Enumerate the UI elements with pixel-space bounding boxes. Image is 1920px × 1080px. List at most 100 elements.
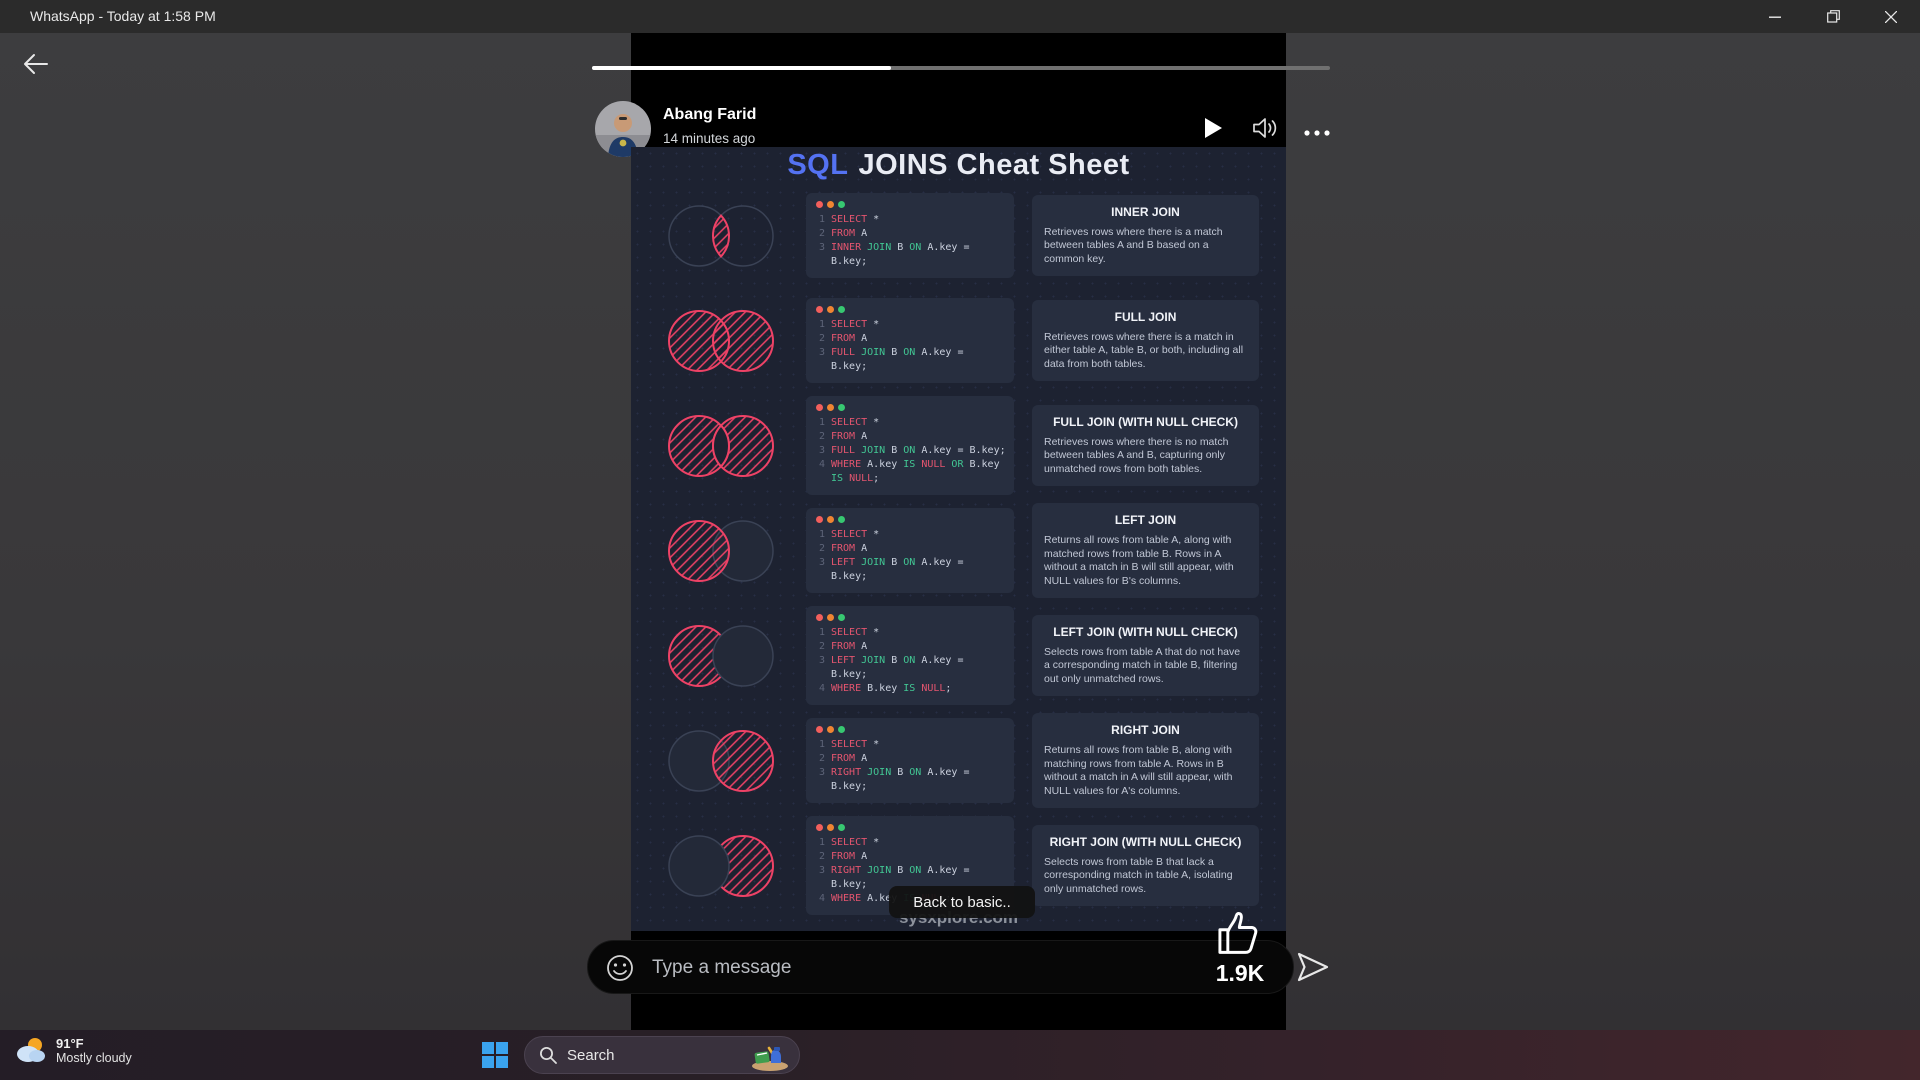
traffic-dots-icon (816, 306, 1004, 313)
join-title: LEFT JOIN (1114, 513, 1177, 527)
volume-button[interactable] (1252, 116, 1280, 145)
venn-diagram-full_null (668, 414, 774, 477)
minimize-button[interactable] (1752, 0, 1798, 33)
status-timestamp: 14 minutes ago (663, 131, 756, 146)
venn-diagram-left (668, 519, 774, 582)
join-description-card: LEFT JOIN (WITH NULL CHECK) Selects rows … (1032, 614, 1259, 697)
venn-diagram-left_null (668, 624, 774, 687)
search-label: Search (567, 1046, 615, 1064)
emoji-icon (607, 955, 633, 981)
cheatsheet-title: SQL JOINS Cheat Sheet (631, 149, 1286, 182)
venn-diagram-right (668, 729, 774, 792)
status-author-name: Abang Farid (663, 106, 757, 123)
join-row: 1 SELECT * 2 FROM A 3 RIGHT JOIN B ON A.key =… (651, 713, 1286, 808)
window-titlebar: WhatsApp - Today at 1:58 PM (0, 0, 1920, 33)
send-button[interactable] (1296, 951, 1330, 988)
code-line: 1 SELECT * (818, 739, 880, 750)
code-line: B.key; (831, 571, 868, 582)
play-button[interactable] (1203, 117, 1223, 144)
join-description: Retrieves rows where there is no match b… (1044, 435, 1229, 475)
sql-code-card: 1 SELECT * 2 FROM A 3 RIGHT JOIN B ON A.key =… (806, 718, 1014, 803)
status-menu-button[interactable] (1303, 124, 1331, 142)
like-button[interactable] (1213, 906, 1263, 963)
code-line: B.key; (831, 361, 868, 372)
code-line: 4 WHERE B.key IS NULL; (818, 683, 952, 694)
code-line: IS NULL; (831, 473, 880, 484)
join-description: Returns all rows from table A, along wit… (1044, 534, 1234, 587)
traffic-dots-icon (816, 201, 1004, 208)
join-row: 1 SELECT * 2 FROM A 3 LEFT JOIN B ON A.key = B… (651, 503, 1286, 598)
code-line: 2 FROM A (818, 431, 868, 442)
join-description-card: RIGHT JOIN Returns all rows from table B,… (1032, 713, 1259, 808)
traffic-dots-icon (816, 516, 1004, 523)
join-row: 1 SELECT * 2 FROM A 3 INNER JOIN B ON A.key =… (651, 191, 1286, 280)
sql-code-card: 1 SELECT * 2 FROM A 3 LEFT JOIN B ON A.key = B… (806, 508, 1014, 593)
code-line: 1 SELECT * (818, 529, 880, 540)
speaker-icon (1253, 118, 1277, 138)
code-line: 1 SELECT * (818, 214, 880, 225)
join-description-card: LEFT JOIN Returns all rows from table A, … (1032, 503, 1259, 598)
search-box[interactable]: Search (524, 1036, 800, 1074)
code-line: 3 FULL JOIN B ON A.key = B.key; (818, 445, 1006, 456)
code-line: B.key; (831, 256, 868, 267)
message-input[interactable] (650, 951, 1104, 985)
close-icon (1885, 10, 1897, 23)
traffic-dots-icon (816, 404, 1004, 411)
code-line: 3 INNER JOIN B ON A.key = (818, 242, 970, 253)
sql-code-card: 1 SELECT * 2 FROM A 3 FULL JOIN B ON A.key = … (806, 396, 1014, 495)
reply-composer[interactable] (587, 940, 1294, 994)
weather-desc: Mostly cloudy (56, 1050, 132, 1065)
status-caption: Back to basic.. (889, 886, 1035, 918)
code-line: 1 SELECT * (818, 837, 880, 848)
code-line: 1 SELECT * (818, 627, 880, 638)
traffic-dots-icon (816, 614, 1004, 621)
join-title: RIGHT JOIN (WITH NULL CHECK) (1049, 834, 1242, 849)
play-icon (1205, 118, 1222, 138)
join-description: Returns all rows from table B, along wit… (1044, 744, 1233, 797)
weather-icon (17, 1038, 45, 1062)
join-title: RIGHT JOIN (1111, 723, 1180, 737)
join-description-card: RIGHT JOIN (WITH NULL CHECK) Selects rows… (1032, 824, 1259, 907)
code-line: 1 SELECT * (818, 319, 880, 330)
join-row: 1 SELECT * 2 FROM A 3 FULL JOIN B ON A.key = B… (651, 296, 1286, 385)
code-line: 2 FROM A (818, 228, 868, 239)
traffic-dots-icon (816, 726, 1004, 733)
weather-widget[interactable]: 91°F Mostly cloudy (14, 1035, 132, 1065)
code-line: B.key; (831, 879, 868, 890)
weather-temp: 91°F (56, 1035, 84, 1051)
cheatsheet-rows: 1 SELECT * 2 FROM A 3 INNER JOIN B ON A.key =… (631, 191, 1286, 915)
thumbs-up-icon (1218, 912, 1258, 954)
join-description-card: FULL JOIN Retrieves rows where there is a… (1032, 299, 1259, 382)
join-title: LEFT JOIN (WITH NULL CHECK) (1053, 624, 1238, 639)
join-row: 1 SELECT * 2 FROM A 3 FULL JOIN B ON A.key = … (651, 396, 1286, 495)
cheatsheet-title-accent: SQL (787, 149, 849, 181)
start-button[interactable] (478, 1038, 512, 1077)
venn-diagram-right_null (668, 834, 774, 897)
venn-diagram-inner (668, 204, 774, 267)
restore-button[interactable] (1810, 0, 1856, 33)
close-button[interactable] (1868, 0, 1914, 33)
code-line: 4 WHERE A.key IS NULL OR B.key (818, 459, 1000, 470)
back-button[interactable] (22, 53, 58, 85)
code-line: 3 LEFT JOIN B ON A.key = (818, 655, 964, 666)
join-description: Retrieves rows where there is a match in… (1044, 330, 1244, 370)
code-line: 3 LEFT JOIN B ON A.key = (818, 557, 964, 568)
restore-icon (1826, 10, 1840, 23)
code-line: 2 FROM A (818, 851, 868, 862)
emoji-button[interactable] (606, 954, 634, 987)
code-line: 3 RIGHT JOIN B ON A.key = (818, 767, 970, 778)
code-line: B.key; (831, 781, 868, 792)
join-description: Selects rows from table B that lack a co… (1044, 855, 1233, 895)
minimize-icon (1769, 16, 1781, 18)
code-line: 2 FROM A (818, 543, 868, 554)
window-title: WhatsApp - Today at 1:58 PM (30, 8, 216, 24)
code-line: 2 FROM A (818, 641, 868, 652)
code-line: 3 RIGHT JOIN B ON A.key = (818, 865, 970, 876)
join-title: INNER JOIN (1111, 204, 1180, 219)
sql-code-card: 1 SELECT * 2 FROM A 3 FULL JOIN B ON A.key = B… (806, 298, 1014, 383)
search-highlight-image (752, 1046, 788, 1071)
more-options-icon (1304, 130, 1330, 136)
code-line: 3 FULL JOIN B ON A.key = (818, 347, 964, 358)
join-title: FULL JOIN (WITH NULL CHECK) (1053, 414, 1238, 429)
